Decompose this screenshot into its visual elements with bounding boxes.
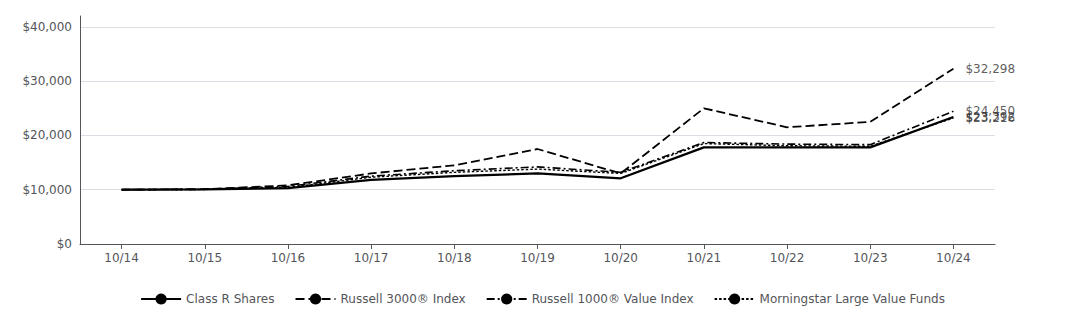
svg-text:10/19: 10/19: [520, 251, 555, 265]
svg-text:$20,000: $20,000: [22, 128, 72, 142]
svg-text:$0: $0: [57, 237, 72, 251]
svg-text:10/24: 10/24: [936, 251, 971, 265]
svg-text:Morningstar Large Value Funds: Morningstar Large Value Funds: [760, 292, 945, 306]
svg-text:10/20: 10/20: [603, 251, 638, 265]
svg-text:10/22: 10/22: [770, 251, 805, 265]
svg-text:$30,000: $30,000: [22, 74, 72, 88]
svg-text:10/17: 10/17: [354, 251, 389, 265]
svg-text:$10,000: $10,000: [22, 183, 72, 197]
svg-text:10/16: 10/16: [271, 251, 306, 265]
svg-text:10/15: 10/15: [187, 251, 222, 265]
svg-text:$23,216: $23,216: [965, 111, 1015, 125]
svg-text:$32,298: $32,298: [965, 62, 1015, 76]
svg-text:10/14: 10/14: [104, 251, 139, 265]
svg-text:$40,000: $40,000: [22, 20, 72, 34]
svg-text:Russell 3000® Index: Russell 3000® Index: [341, 292, 466, 306]
svg-text:Russell 1000® Value Index: Russell 1000® Value Index: [532, 292, 694, 306]
svg-text:Class R Shares: Class R Shares: [186, 292, 274, 306]
svg-text:$23,392: $23,392: [965, 110, 1015, 124]
svg-text:10/23: 10/23: [853, 251, 888, 265]
svg-text:10/21: 10/21: [687, 251, 722, 265]
svg-text:10/18: 10/18: [437, 251, 472, 265]
